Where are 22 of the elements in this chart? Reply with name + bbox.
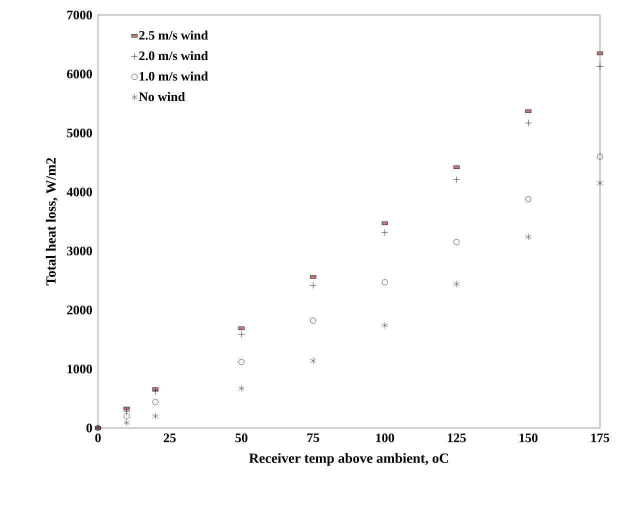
x-tick-label: 100 (376, 434, 394, 442)
x-tick-label: 25 (164, 434, 176, 442)
legend-label: 2.0 m/s wind (139, 51, 208, 60)
legend-label: No wind (138, 92, 185, 102)
x-axis-title: Receiver temp above ambient, oC (249, 453, 448, 466)
y-tick-label: 2000 (67, 306, 92, 314)
y-tick-label: 7000 (67, 10, 92, 20)
legend-label: 1.0 m/s wind (140, 72, 208, 81)
y-tick-label: 5000 (67, 128, 92, 138)
x-tick-label: 125 (448, 434, 466, 442)
x-tick-label: 50 (235, 434, 248, 442)
y-axis-title: Total heat loss, W/m2 (46, 158, 58, 286)
y-tick-label: 3000 (67, 246, 92, 256)
x-tick-label: 0 (95, 434, 101, 442)
x-tick-label: 150 (520, 434, 538, 442)
y-tick-label: 6000 (67, 70, 92, 78)
x-tick-label: 175 (591, 434, 610, 442)
y-tick-label: 4000 (66, 188, 92, 196)
y-tick-label: 0 (86, 424, 92, 432)
y-tick-label: 1000 (68, 364, 92, 374)
legend-label: 2.5 m/s wind (139, 30, 208, 40)
x-tick-label: 75 (307, 434, 320, 442)
